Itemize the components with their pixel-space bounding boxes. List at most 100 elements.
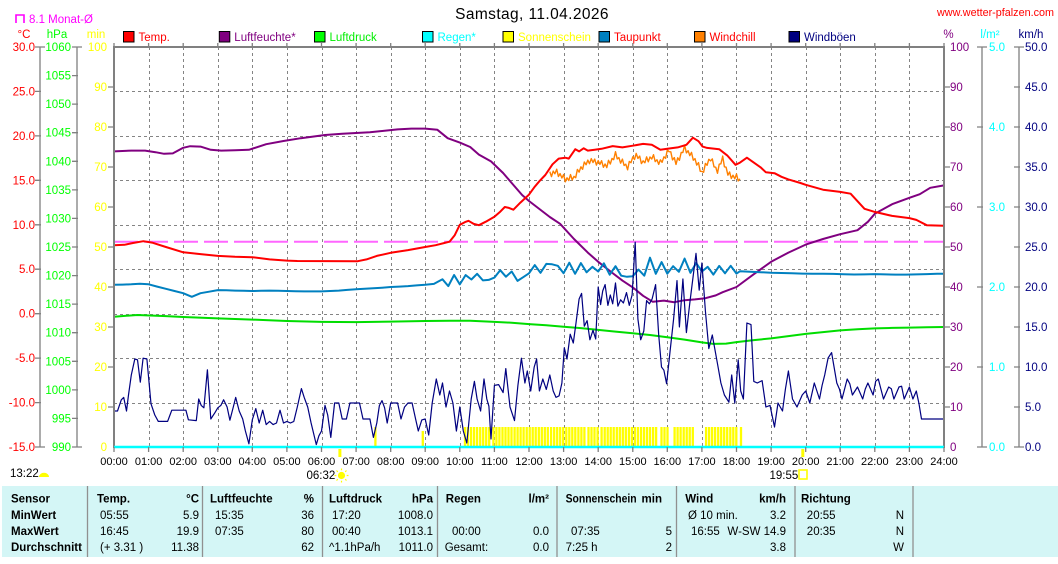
svg-text:5.0: 5.0 [19,264,35,276]
svg-text:5: 5 [666,526,672,538]
svg-text:30.0: 30.0 [1025,202,1047,214]
svg-text:06:32: 06:32 [307,470,336,482]
svg-text:19:00: 19:00 [757,456,785,468]
svg-text:Windböen: Windböen [804,32,856,44]
svg-text:5.0: 5.0 [989,42,1005,54]
svg-text:3.2: 3.2 [770,510,786,522]
svg-text:0: 0 [950,442,956,454]
svg-text:35.0: 35.0 [1025,162,1047,174]
svg-text:08:00: 08:00 [377,456,405,468]
svg-text:11.38: 11.38 [171,542,199,554]
svg-text:50: 50 [950,242,963,254]
svg-text:02:00: 02:00 [169,456,197,468]
svg-text:0.0: 0.0 [989,442,1005,454]
svg-text:Taupunkt: Taupunkt [614,32,661,44]
svg-text:20:00: 20:00 [792,456,820,468]
svg-text:13:22: 13:22 [10,468,39,480]
svg-text:15:00: 15:00 [619,456,647,468]
svg-text:N: N [896,510,904,522]
svg-text:min: min [87,29,106,41]
svg-text:1010: 1010 [45,328,71,340]
svg-text:0.0: 0.0 [533,526,549,538]
svg-text:40: 40 [950,282,963,294]
svg-text:0.0: 0.0 [19,309,35,321]
svg-text:19.9: 19.9 [177,526,199,538]
svg-text:00:00: 00:00 [452,526,481,538]
svg-text:hPa: hPa [412,494,434,506]
svg-text:Gesamt:: Gesamt: [445,542,488,554]
svg-text:20: 20 [94,362,107,374]
svg-text:05:00: 05:00 [273,456,301,468]
svg-text:1045: 1045 [45,128,71,140]
svg-text:15:35: 15:35 [215,510,244,522]
svg-text:17:00: 17:00 [688,456,716,468]
svg-text:MaxWert: MaxWert [11,526,59,538]
svg-text:7:25 h: 7:25 h [566,542,598,554]
svg-text:20:55: 20:55 [807,510,836,522]
svg-text:-5.0: -5.0 [15,353,35,365]
svg-text:MinWert: MinWert [11,510,56,522]
svg-text:24:00: 24:00 [930,456,958,468]
svg-text:18:00: 18:00 [723,456,751,468]
svg-text:995: 995 [52,413,71,425]
svg-text:1000: 1000 [45,385,71,397]
svg-text:20:35: 20:35 [807,526,836,538]
svg-text:16:55: 16:55 [691,526,720,538]
svg-text:Wind: Wind [685,494,713,506]
svg-text:8.1 Monat-Ø: 8.1 Monat-Ø [29,14,93,26]
svg-text:17:20: 17:20 [332,510,361,522]
svg-text:23:00: 23:00 [896,456,924,468]
svg-text:22:00: 22:00 [861,456,889,468]
svg-text:Sonnenschein: Sonnenschein [518,32,591,44]
svg-text:1015: 1015 [45,299,71,311]
svg-text:12:00: 12:00 [515,456,543,468]
svg-text:03:00: 03:00 [204,456,232,468]
svg-text:16:00: 16:00 [654,456,682,468]
svg-text:70: 70 [950,162,963,174]
svg-text:Temp.: Temp. [139,32,170,44]
svg-text:1030: 1030 [45,213,71,225]
svg-text:0.0: 0.0 [1025,442,1041,454]
svg-text:990: 990 [52,442,71,454]
svg-text:01:00: 01:00 [135,456,163,468]
svg-text:10.0: 10.0 [1025,362,1047,374]
svg-text:09:00: 09:00 [411,456,439,468]
svg-text:km/h: km/h [759,494,786,506]
svg-text:Regen*: Regen* [438,32,477,44]
svg-text:10: 10 [94,402,107,414]
svg-text:W-SW 14.9: W-SW 14.9 [727,526,786,538]
svg-text:30: 30 [94,322,107,334]
svg-text:19:55: 19:55 [770,470,799,482]
svg-text:40.0: 40.0 [1025,122,1047,134]
svg-text:00:40: 00:40 [332,526,361,538]
svg-text:hPa: hPa [47,29,68,41]
svg-text:11:00: 11:00 [481,456,508,468]
svg-text:Luftfeuchte*: Luftfeuchte* [234,32,296,44]
svg-text:Luftdruck: Luftdruck [330,32,378,44]
svg-text:07:35: 07:35 [571,526,600,538]
svg-text:Temp.: Temp. [97,494,130,506]
svg-text:20.0: 20.0 [13,131,35,143]
svg-text:3.8: 3.8 [770,542,786,554]
svg-text:80: 80 [94,122,107,134]
svg-text:Windchill: Windchill [710,32,756,44]
svg-text:36: 36 [301,510,314,522]
svg-text:07:35: 07:35 [215,526,244,538]
svg-text:-15.0: -15.0 [9,442,35,454]
svg-text:Ø 10 min.: Ø 10 min. [688,510,738,522]
svg-text:-10.0: -10.0 [9,398,35,410]
svg-text:Sonnenschein: Sonnenschein [566,494,637,506]
svg-text:l/m²: l/m² [529,494,550,506]
svg-text:Luftdruck: Luftdruck [329,494,383,506]
svg-text:1011.0: 1011.0 [399,542,433,554]
svg-text:1060: 1060 [45,42,71,54]
svg-text:15.0: 15.0 [1025,322,1047,334]
svg-text:5.0: 5.0 [1025,402,1041,414]
svg-text:1035: 1035 [45,185,71,197]
svg-text:1005: 1005 [45,356,71,368]
svg-text:00:00: 00:00 [100,456,128,468]
svg-text:Regen: Regen [446,494,481,506]
svg-text:100: 100 [950,42,969,54]
svg-text:10: 10 [950,402,963,414]
svg-text:21:00: 21:00 [826,456,854,468]
